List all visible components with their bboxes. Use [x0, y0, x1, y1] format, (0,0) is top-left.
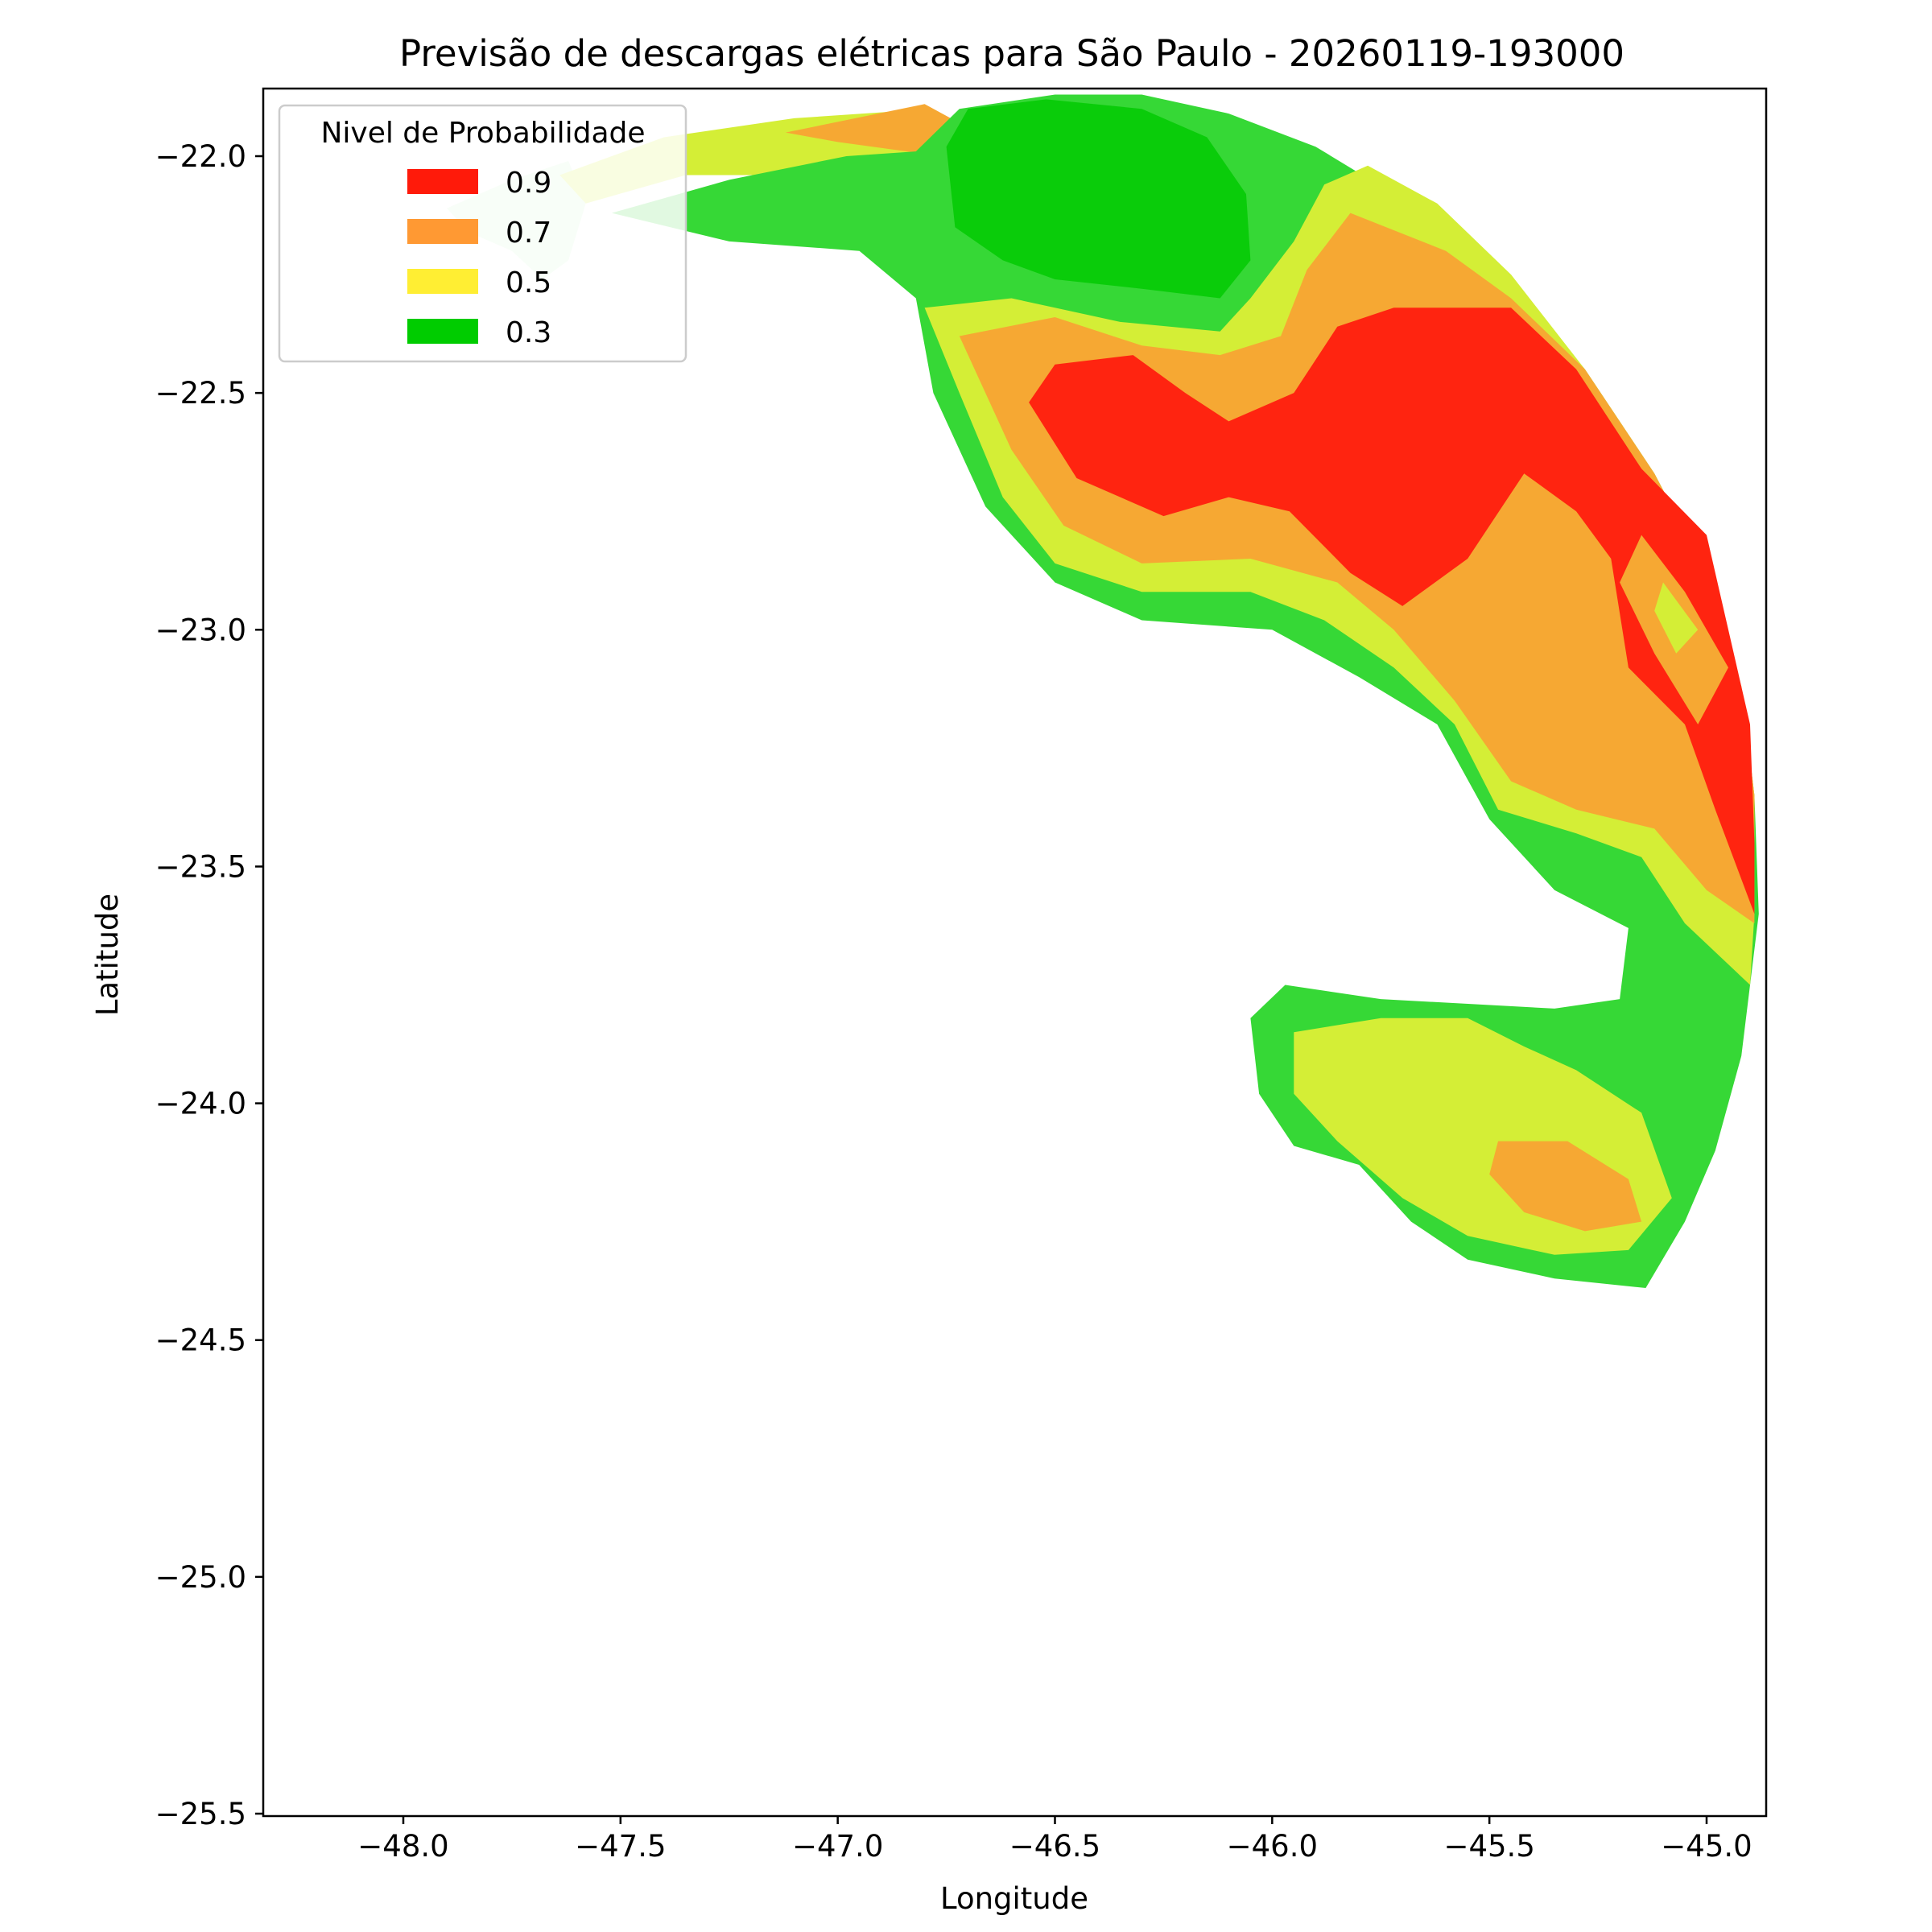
chart-title: Previsão de descargas elétricas para São…	[399, 32, 1624, 75]
y-tick-label: −22.0	[155, 139, 246, 174]
contour-region-level-0-9	[1029, 308, 1755, 914]
contour-region-level-0-3-core	[946, 99, 1251, 299]
y-tick-label: −23.5	[155, 849, 246, 884]
legend: Nivel de Probabilidade 0.9 0.7 0.5 0.3	[278, 104, 687, 363]
y-tick-label: −25.5	[155, 1797, 246, 1831]
x-tick-label: −45.0	[1661, 1829, 1752, 1864]
x-tick-label: −45.5	[1443, 1829, 1534, 1864]
y-tick-label: −25.0	[155, 1560, 246, 1595]
y-axis-label: Latitude	[90, 894, 125, 1016]
x-tick-label: −48.0	[357, 1829, 448, 1864]
legend-box	[278, 104, 687, 363]
x-tick-label: −47.5	[575, 1829, 666, 1864]
legend-label: 0.5	[506, 266, 551, 299]
contour-region-level-0-7	[1489, 1141, 1642, 1232]
x-axis: −48.0 −47.5 −47.0 −46.5 −46.0 −45.5 −45.0	[357, 1816, 1752, 1864]
legend-label: 0.3	[506, 316, 551, 349]
y-tick-label: −24.5	[155, 1323, 246, 1358]
plot-area	[262, 87, 1768, 1818]
plot-frame	[262, 87, 1768, 1818]
legend-swatch	[407, 169, 478, 194]
x-tick-label: −46.0	[1227, 1829, 1318, 1864]
y-tick-label: −24.0	[155, 1087, 246, 1121]
x-tick-label: −47.0	[792, 1829, 883, 1864]
legend-title: Nivel de Probabilidade	[320, 117, 645, 150]
legend-swatch	[407, 269, 478, 294]
probability-contours	[447, 94, 1759, 1288]
legend-swatch	[407, 319, 478, 344]
y-axis: −22.0 −22.5 −23.0 −23.5 −24.0 −24.5 −25.0 −25.5	[155, 139, 263, 1831]
y-tick-label: −23.0	[155, 613, 246, 647]
y-tick-label: −22.5	[155, 376, 246, 411]
legend-label: 0.9	[506, 167, 551, 200]
x-axis-label: Longitude	[940, 1881, 1088, 1916]
x-tick-label: −46.5	[1009, 1829, 1100, 1864]
legend-swatch	[407, 219, 478, 244]
contour-region-level-0-7	[785, 104, 960, 156]
legend-label: 0.7	[506, 217, 551, 250]
contour-region-level-0-5	[1654, 582, 1699, 654]
